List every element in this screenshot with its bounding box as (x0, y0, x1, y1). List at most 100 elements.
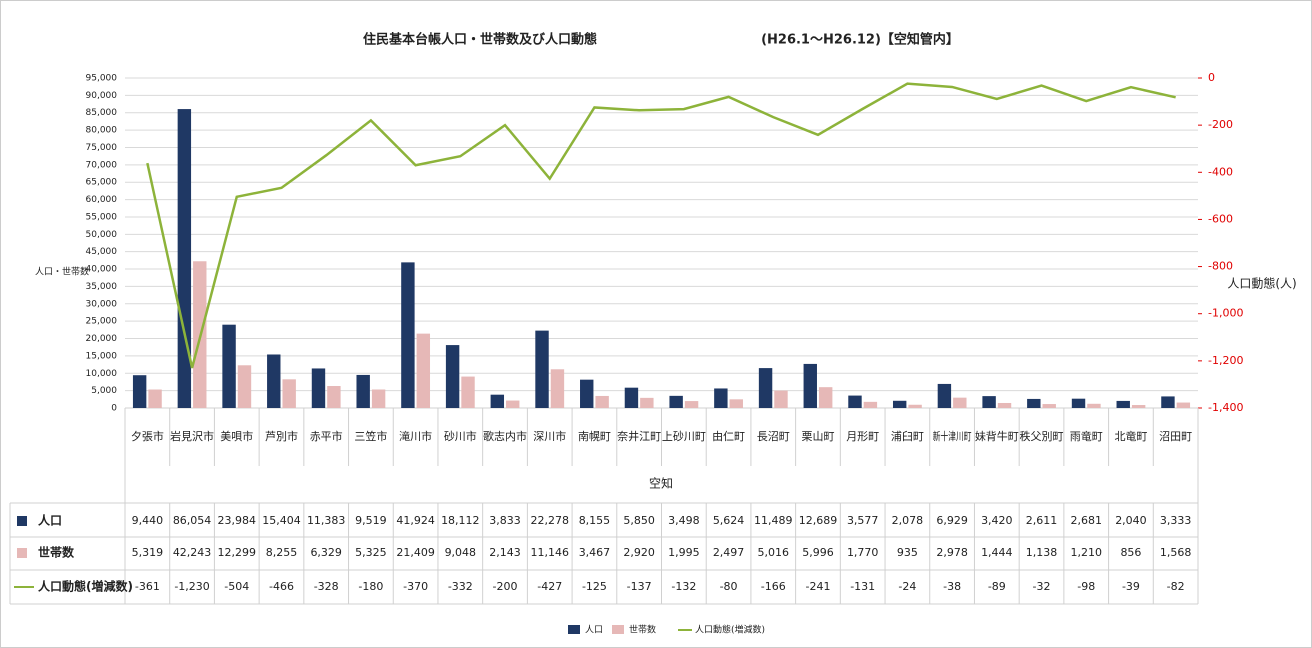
table-cell: 3,577 (847, 514, 879, 527)
x-tick-label: 砂川市 (444, 429, 477, 443)
y2-tick-label: -600 (1208, 212, 1233, 225)
table-cell: 3,333 (1160, 514, 1192, 527)
y-tick-label: 70,000 (86, 160, 118, 170)
table-cell: 11,146 (530, 546, 569, 559)
table-cell: 935 (897, 546, 918, 559)
table-cell: 11,489 (754, 514, 793, 527)
table-row-label: 人口動態(増減数) (38, 579, 133, 594)
table-cell: 41,924 (396, 514, 435, 527)
bar (327, 386, 341, 408)
table-cell: 5,850 (623, 514, 655, 527)
x-tick-label: 赤平市 (310, 429, 343, 443)
table-cell: 1,770 (847, 546, 879, 559)
table-cell: 5,319 (132, 546, 164, 559)
bar (550, 369, 565, 408)
bar (908, 404, 922, 408)
table-cell: -132 (671, 580, 696, 593)
legend-label: 人口 (585, 625, 603, 636)
table-cell: 6,329 (310, 546, 342, 559)
bar (490, 394, 505, 408)
table-cell: 1,210 (1070, 546, 1102, 559)
x-tick-label: 秩父別町 (1020, 430, 1064, 443)
table-cell: 12,689 (799, 514, 838, 527)
bar (729, 399, 743, 408)
table-cell: 2,497 (713, 546, 745, 559)
table-cell: 1,138 (1026, 546, 1058, 559)
y-tick-label: 95,000 (86, 74, 118, 84)
table-cell: 5,325 (355, 546, 387, 559)
y-tick-label: 90,000 (86, 91, 118, 101)
bar (237, 365, 252, 408)
table-cell: 1,568 (1160, 546, 1192, 559)
bar (371, 389, 386, 408)
table-cell: 22,278 (530, 514, 569, 527)
table-cell: -82 (1167, 580, 1185, 593)
y2-tick-label: -1,000 (1208, 307, 1243, 320)
table-cell: 9,048 (445, 546, 477, 559)
y-tick-label: 65,000 (86, 178, 118, 188)
table-row-label: 人口 (38, 513, 62, 528)
table-cell: -24 (898, 580, 916, 593)
bar (892, 400, 907, 408)
table-cell: -137 (627, 580, 652, 593)
table-cell: 9,440 (132, 514, 164, 527)
x-tick-label: 妹背牛町 (975, 429, 1019, 443)
chart-subtitle: (H26.1～H26.12)【空知管内】 (761, 32, 959, 48)
bar (311, 368, 326, 408)
y-tick-label: 85,000 (86, 108, 118, 118)
legend-key (17, 516, 27, 526)
table-cell: -89 (988, 580, 1006, 593)
table-cell: -1,230 (174, 580, 209, 593)
table-cell: 18,112 (441, 514, 480, 527)
x-tick-label: 北竜町 (1114, 429, 1147, 443)
x-tick-label: 美唄市 (220, 429, 253, 443)
table-cell: 5,016 (758, 546, 790, 559)
bar (222, 324, 236, 408)
x-tick-label: 滝川市 (399, 429, 432, 443)
bar (818, 387, 833, 408)
y-tick-label: 45,000 (86, 247, 118, 257)
y-tick-label: 40,000 (86, 265, 118, 275)
table-cell: 2,920 (623, 546, 655, 559)
table-cell: 2,143 (489, 546, 521, 559)
bar (445, 345, 460, 408)
chart-title: 住民基本台帳人口・世帯数及び人口動態 (363, 32, 597, 48)
y-tick-label: 15,000 (86, 351, 118, 361)
x-tick-label: 奈井江町 (617, 429, 661, 443)
x-tick-label: 由仁町 (712, 429, 745, 443)
bar (624, 387, 639, 408)
table-row-label: 世帯数 (38, 545, 75, 560)
bar (1042, 404, 1056, 408)
bar (1116, 400, 1130, 408)
y-tick-label: 25,000 (86, 317, 118, 327)
table-cell: 856 (1120, 546, 1141, 559)
bar (848, 395, 862, 408)
bar (1176, 402, 1191, 408)
table-cell: 15,404 (262, 514, 301, 527)
bar (937, 383, 952, 408)
y-tick-label: 0 (111, 404, 117, 414)
x-tick-label: 岩見沢市 (170, 429, 214, 443)
bar (267, 354, 281, 408)
y2-tick-label: -1,400 (1208, 401, 1243, 414)
table-cell: 11,383 (307, 514, 346, 527)
legend-key (17, 548, 27, 558)
bar (1161, 396, 1175, 408)
y-axis-label: 人口・世帯数 (35, 266, 89, 278)
bar (1027, 398, 1041, 408)
table-cell: -180 (358, 580, 383, 593)
y-tick-label: 75,000 (86, 143, 118, 153)
y2-tick-label: -800 (1208, 260, 1233, 273)
table-cell: -332 (448, 580, 473, 593)
table-cell: 6,929 (936, 514, 968, 527)
table-cell: 86,054 (173, 514, 212, 527)
x-tick-label: 芦別市 (265, 429, 298, 443)
table-cell: -504 (224, 580, 249, 593)
bar (535, 330, 549, 408)
bar (1131, 405, 1146, 408)
bar (714, 388, 728, 408)
bar (506, 400, 520, 408)
table-cell: 12,299 (218, 546, 257, 559)
legend-label: 人口動態(増減数) (695, 624, 765, 636)
